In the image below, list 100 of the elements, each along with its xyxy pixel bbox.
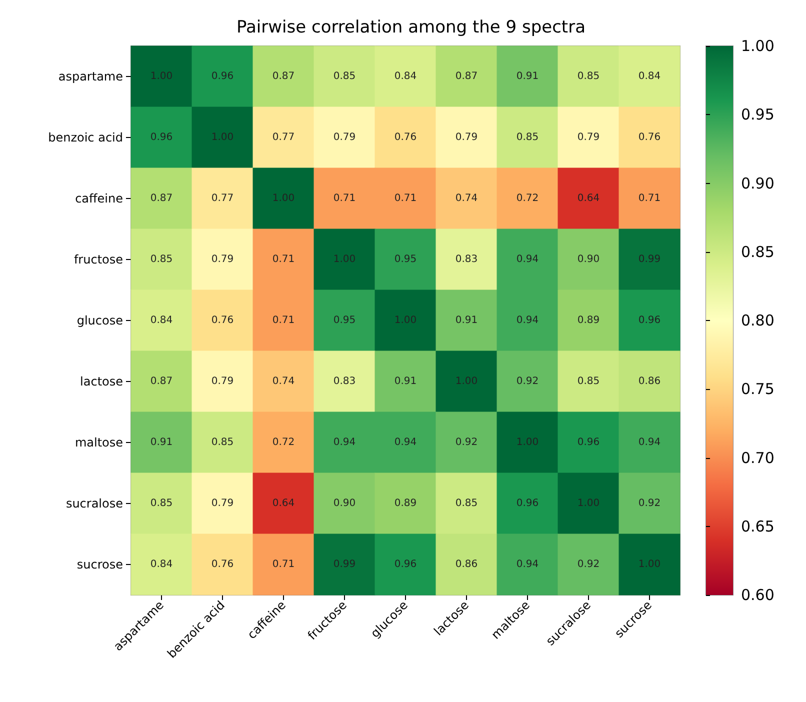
data-label: 0.74 (272, 376, 295, 387)
data-label: 0.79 (455, 132, 478, 143)
data-label: 0.79 (577, 132, 600, 143)
data-label: 0.79 (333, 132, 356, 143)
data-label: 0.91 (455, 315, 478, 326)
data-label: 0.76 (211, 559, 234, 570)
data-label: 0.85 (150, 254, 173, 265)
data-label: 0.94 (516, 315, 539, 326)
data-label: 0.84 (150, 559, 173, 570)
data-label: 0.87 (150, 193, 173, 204)
data-label: 0.64 (272, 498, 295, 509)
data-label: 1.00 (516, 437, 539, 448)
data-label: 0.90 (333, 498, 356, 509)
data-label: 0.83 (455, 254, 478, 265)
data-label: 0.94 (394, 437, 417, 448)
data-label: 0.85 (333, 71, 356, 82)
data-label: 0.85 (211, 437, 234, 448)
data-label: 0.74 (455, 193, 478, 204)
data-label: 1.00 (455, 376, 478, 387)
data-label: 0.76 (394, 132, 417, 143)
data-label: 0.85 (516, 132, 539, 143)
color-bar-label: 0.90 (741, 174, 774, 192)
data-label: 0.95 (333, 315, 356, 326)
data-label: 0.86 (638, 376, 661, 387)
y-tick-label: caffeine (75, 192, 123, 206)
y-tick-label: sucralose (66, 496, 123, 510)
data-label: 0.92 (455, 437, 478, 448)
data-label: 0.87 (455, 71, 478, 82)
data-label: 0.71 (272, 559, 295, 570)
data-label: 0.72 (516, 193, 539, 204)
y-tick-label: sucrose (76, 558, 123, 572)
data-label: 1.00 (272, 193, 295, 204)
data-label: 0.92 (577, 559, 600, 570)
data-label: 1.00 (211, 132, 234, 143)
data-label: 0.79 (211, 254, 234, 265)
data-label: 0.84 (394, 71, 417, 82)
data-label: 0.76 (638, 132, 661, 143)
data-label: 0.71 (272, 254, 295, 265)
color-bar-label: 0.60 (741, 586, 774, 604)
data-label: 1.00 (394, 315, 417, 326)
data-label: 0.85 (150, 498, 173, 509)
data-label: 0.87 (272, 71, 295, 82)
data-label: 0.96 (150, 132, 173, 143)
data-label: 0.85 (577, 71, 600, 82)
data-label: 0.90 (577, 254, 600, 265)
y-tick-label: benzoic acid (48, 130, 123, 144)
data-label: 0.92 (638, 498, 661, 509)
data-label: 0.94 (516, 254, 539, 265)
data-label: 0.94 (333, 437, 356, 448)
data-label: 0.77 (211, 193, 234, 204)
data-label: 0.84 (150, 315, 173, 326)
data-label: 0.99 (333, 559, 356, 570)
data-label: 1.00 (150, 71, 173, 82)
color-bar-label: 1.00 (741, 37, 774, 55)
color-bar-label: 0.85 (741, 242, 774, 261)
color-bar-label: 0.75 (741, 380, 774, 398)
data-label: 0.91 (516, 71, 539, 82)
data-label: 0.95 (394, 254, 417, 265)
data-label: 0.89 (394, 498, 417, 509)
data-label: 0.92 (516, 376, 539, 387)
data-label: 0.89 (577, 315, 600, 326)
data-label: 0.84 (638, 71, 661, 82)
data-label: 0.85 (577, 376, 600, 387)
data-label: 1.00 (333, 254, 356, 265)
data-label: 0.86 (455, 559, 478, 570)
data-label: 0.94 (638, 437, 661, 448)
data-label: 0.96 (211, 71, 234, 82)
data-label: 0.71 (272, 315, 295, 326)
data-label: 0.96 (638, 315, 661, 326)
data-label: 0.71 (394, 193, 417, 204)
data-label: 0.87 (150, 376, 173, 387)
data-label: 1.00 (638, 559, 661, 570)
data-label: 0.91 (394, 376, 417, 387)
data-label: 0.72 (272, 437, 295, 448)
data-label: 0.83 (333, 376, 356, 387)
color-bar-label: 0.65 (741, 517, 774, 536)
data-label: 0.64 (577, 193, 600, 204)
data-label: 0.71 (638, 193, 661, 204)
y-tick-label: maltose (74, 436, 123, 450)
data-label: 0.94 (516, 559, 539, 570)
color-bar-label: 0.95 (741, 106, 774, 124)
data-label: 0.96 (394, 559, 417, 570)
data-label: 0.79 (211, 376, 234, 387)
data-label: 0.96 (516, 498, 539, 509)
y-tick-label: lactose (80, 374, 123, 388)
data-label: 0.79 (211, 498, 234, 509)
data-label: 0.96 (577, 437, 600, 448)
y-tick-label: fructose (74, 252, 123, 266)
y-tick-label: aspartame (58, 70, 123, 84)
data-label: 0.77 (272, 132, 295, 143)
data-label: 1.00 (577, 498, 600, 509)
data-label: 0.91 (150, 437, 173, 448)
color-bar-label: 0.80 (741, 312, 774, 330)
y-tick-label: glucose (76, 314, 123, 328)
data-label: 0.76 (211, 315, 234, 326)
data-label: 0.71 (333, 193, 356, 204)
color-bar-label: 0.70 (741, 448, 774, 467)
data-label: 0.99 (638, 254, 661, 265)
chart-title: Pairwise correlation among the 9 spectra (236, 18, 586, 38)
data-label: 0.85 (455, 498, 478, 509)
